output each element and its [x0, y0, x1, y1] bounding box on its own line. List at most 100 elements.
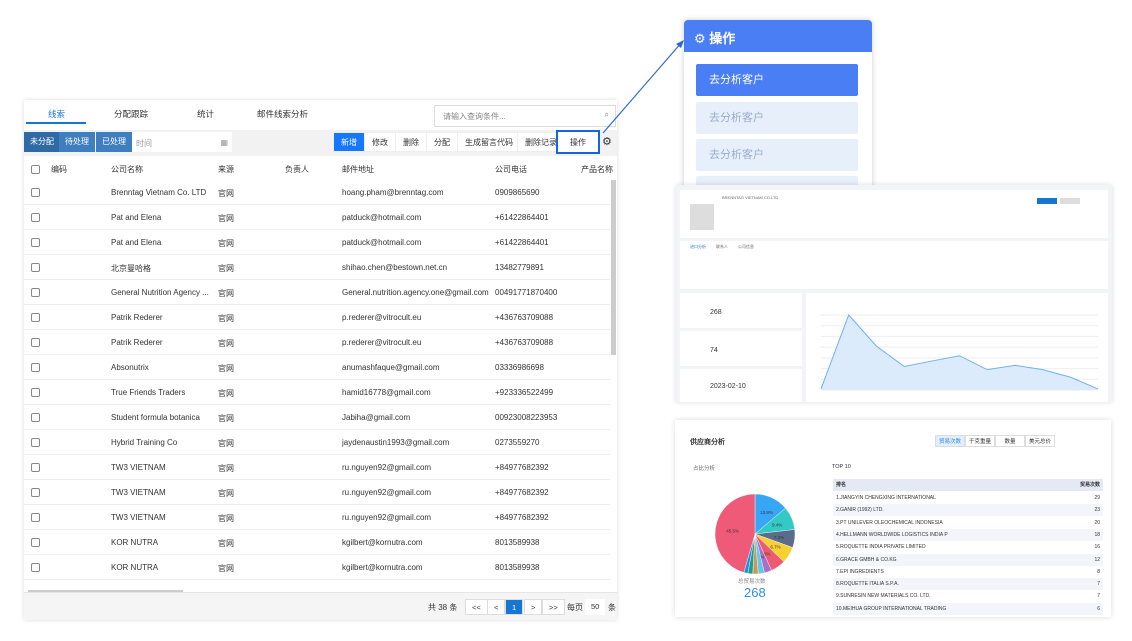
row-checkbox[interactable]: [31, 488, 40, 497]
primary-action-button[interactable]: [1037, 198, 1057, 204]
table-row[interactable]: Patrik Rederer 官网 p.rederer@vitrocult.eu…: [24, 330, 610, 355]
table-row[interactable]: Brenntag Vietnam Co. LTD 官网 hoang.pham@b…: [24, 180, 610, 205]
tab-company-info[interactable]: 公司信息: [738, 244, 754, 249]
row-checkbox[interactable]: [31, 338, 40, 347]
col-product: 产品名称: [581, 165, 613, 174]
company-logo: [690, 204, 714, 230]
company-name: BRENNTAG VIETNAM CO.LTD: [722, 195, 779, 200]
last-import-date: 2023-02-10: [710, 383, 746, 390]
page-1-button[interactable]: 1: [505, 599, 524, 615]
menu-item-analyze-customer[interactable]: 去分析客户: [696, 139, 858, 171]
prev-page-button[interactable]: <: [487, 599, 506, 615]
menu-item-analyze-customer[interactable]: 去分析客户: [696, 102, 858, 134]
phone: +84977682392: [495, 513, 549, 522]
calendar-icon: ▦: [220, 138, 228, 147]
table-row[interactable]: Student formula botanica 官网 Jabiha@gmail…: [24, 405, 610, 430]
tab-assign-tracking[interactable]: 分配跟踪: [114, 109, 149, 119]
tab-import-analysis[interactable]: 进口分析: [690, 244, 706, 249]
top-table-row: 3.PT UNILEVER OLEOCHEMICAL INDONESIA 20: [833, 517, 1103, 529]
supplier-name: 10.MEIHUA GROUP INTERNATIONAL TRADING: [836, 605, 947, 612]
company-header: BRENNTAG VIETNAM CO.LTD: [680, 190, 1108, 238]
row-checkbox[interactable]: [31, 288, 40, 297]
source: 官网: [218, 564, 234, 573]
table-row[interactable]: KOR NUTRA 官网 kgilbert@kornutra.com 80135…: [24, 530, 610, 555]
source: 官网: [218, 339, 234, 348]
row-checkbox[interactable]: [31, 513, 40, 522]
col-code: 编码: [51, 165, 67, 174]
vertical-scrollbar[interactable]: [611, 180, 616, 355]
row-checkbox[interactable]: [31, 213, 40, 222]
phone: 03336986698: [495, 363, 544, 372]
row-checkbox[interactable]: [31, 463, 40, 472]
filter-done[interactable]: 已处理: [96, 132, 132, 152]
metric-toggle[interactable]: 美元总价: [1025, 435, 1055, 447]
pie-label: 9.4%: [772, 522, 782, 527]
operation-button[interactable]: 操作: [556, 130, 600, 154]
supplier-name: 9.SUNRESIN NEW MATERIALS CO. LTD.: [836, 593, 931, 600]
menu-item-analyze-customer[interactable]: 去分析客户: [696, 64, 858, 96]
filter-unassigned[interactable]: 未分配: [24, 132, 60, 152]
filter-pending[interactable]: 待处理: [59, 132, 95, 152]
table-row[interactable]: Hybrid Training Co 官网 jaydenaustin1993@g…: [24, 430, 610, 455]
table-row[interactable]: Pat and Elena 官网 patduck@hotmail.com +61…: [24, 205, 610, 230]
gear-icon[interactable]: ⚙: [602, 136, 612, 148]
col-company: 公司名称: [111, 165, 143, 174]
select-all-checkbox[interactable]: [31, 165, 40, 174]
edit-button[interactable]: 修改: [364, 132, 396, 152]
table-row[interactable]: TW3 VIETNAM 官网 ru.nguyen92@gmail.com +84…: [24, 505, 610, 530]
time-placeholder: 时间: [136, 139, 152, 148]
supplier-name: 1.JIANGYIN CHENGXING INTERNATIONAL: [836, 495, 936, 501]
row-checkbox[interactable]: [31, 563, 40, 572]
top-table-row: 7.EPI INGREDIENTS 8: [833, 566, 1103, 578]
tab-stats[interactable]: 统计: [197, 109, 215, 119]
phone: 8013589938: [495, 538, 540, 547]
phone: 00923008223953: [495, 413, 558, 422]
tab-contacts[interactable]: 联系人: [716, 244, 728, 249]
source: 官网: [218, 289, 234, 298]
last-page-button[interactable]: >>: [542, 599, 565, 615]
company-name: TW3 VIETNAM: [111, 513, 166, 522]
company-name: Absonutrix: [111, 363, 149, 372]
row-checkbox[interactable]: [31, 538, 40, 547]
row-checkbox[interactable]: [31, 313, 40, 322]
search-icon[interactable]: ⌕: [604, 110, 609, 119]
company-name: Pat and Elena: [111, 213, 162, 222]
table-row[interactable]: General Nutrition Agency ... 官网 General.…: [24, 280, 610, 305]
metric-toggle[interactable]: 数量: [995, 435, 1025, 447]
row-checkbox[interactable]: [31, 188, 40, 197]
per-page-input[interactable]: 50: [585, 599, 606, 615]
table-row[interactable]: Patrik Rederer 官网 p.rederer@vitrocult.eu…: [24, 305, 610, 330]
table-row[interactable]: TW3 VIETNAM 官网 ru.nguyen92@gmail.com +84…: [24, 480, 610, 505]
row-checkbox[interactable]: [31, 238, 40, 247]
tab-email-analysis[interactable]: 邮件线索分析: [257, 109, 309, 119]
metric-toggle[interactable]: 千克重量: [965, 435, 995, 447]
email: kgilbert@kornutra.com: [342, 538, 423, 547]
tab-leads[interactable]: 线索: [48, 109, 66, 119]
phone: +84977682392: [495, 488, 549, 497]
row-checkbox[interactable]: [31, 363, 40, 372]
email: Jabiha@gmail.com: [342, 413, 411, 422]
source: 官网: [218, 239, 234, 248]
row-checkbox[interactable]: [31, 438, 40, 447]
email: anumashfaque@gmail.com: [342, 363, 440, 372]
table-row[interactable]: True Friends Traders 官网 hamid16778@gmail…: [24, 380, 610, 405]
time-input[interactable]: 时间 ▦: [132, 132, 232, 152]
next-page-button[interactable]: >: [524, 599, 543, 615]
col-email: 邮件地址: [342, 165, 374, 174]
company-name: Patrik Rederer: [111, 338, 163, 347]
pie-label: 7.3%: [774, 535, 784, 540]
delete-records-button[interactable]: 删除记录: [517, 132, 565, 152]
secondary-action-button[interactable]: [1060, 198, 1080, 204]
row-checkbox[interactable]: [31, 388, 40, 397]
top-table-row: 8.ROQUETTE ITALIA S.P.A. 7: [833, 578, 1103, 591]
table-row[interactable]: 北京曼哈格 官网 shihao.chen@bestown.net.cn 1348…: [24, 255, 610, 280]
table-row[interactable]: Pat and Elena 官网 patduck@hotmail.com +61…: [24, 230, 610, 255]
row-checkbox[interactable]: [31, 263, 40, 272]
source: 官网: [218, 189, 234, 198]
search-input[interactable]: 请输入查询条件... ⌕: [434, 105, 616, 127]
table-row[interactable]: KOR NUTRA 官网 kgilbert@kornutra.com 80135…: [24, 555, 610, 580]
table-row[interactable]: Absonutrix 官网 anumashfaque@gmail.com 033…: [24, 355, 610, 380]
row-checkbox[interactable]: [31, 413, 40, 422]
metric-toggle[interactable]: 贸易次数: [935, 435, 965, 447]
table-row[interactable]: TW3 VIETNAM 官网 ru.nguyen92@gmail.com +84…: [24, 455, 610, 480]
